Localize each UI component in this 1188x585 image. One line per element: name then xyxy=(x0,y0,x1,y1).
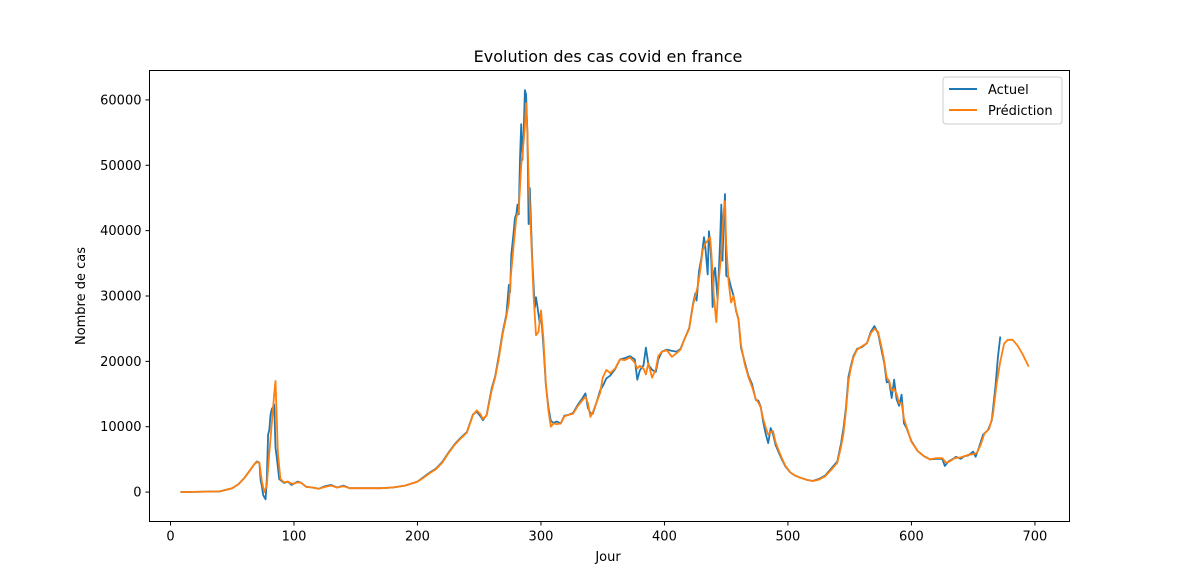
series-layer xyxy=(180,89,1030,501)
x-tick-label: 100 xyxy=(282,530,307,545)
x-tick-label: 700 xyxy=(1023,530,1048,545)
legend-label-prediction: Prédiction xyxy=(988,104,1053,119)
x-tick-label: 600 xyxy=(899,530,924,545)
y-tick-label: 30000 xyxy=(100,290,141,305)
x-tick-label: 400 xyxy=(652,530,677,545)
y-axis-title: Nombre de cas xyxy=(74,247,89,345)
y-tick-label: 0 xyxy=(133,486,141,501)
y-tick-label: 40000 xyxy=(100,224,141,239)
series-line-prediction xyxy=(180,102,1030,494)
x-axis-title: Jour xyxy=(594,550,621,565)
y-axis: 0 10000 20000 30000 40000 50000 60000 xyxy=(100,93,150,501)
y-tick-label: 60000 xyxy=(100,93,141,108)
y-tick-label: 50000 xyxy=(100,159,141,174)
x-tick-label: 0 xyxy=(166,530,174,545)
x-tick-label: 200 xyxy=(405,530,430,545)
y-tick-label: 20000 xyxy=(100,355,141,370)
legend: Actuel Prédiction xyxy=(942,76,1063,125)
x-axis: 0 100 200 300 400 500 600 700 xyxy=(166,521,1048,545)
legend-label-actuel: Actuel xyxy=(988,83,1029,98)
chart-title: Evolution des cas covid en france xyxy=(474,47,743,66)
x-tick-label: 500 xyxy=(776,530,801,545)
x-tick-label: 300 xyxy=(529,530,554,545)
y-tick-label: 10000 xyxy=(100,420,141,435)
